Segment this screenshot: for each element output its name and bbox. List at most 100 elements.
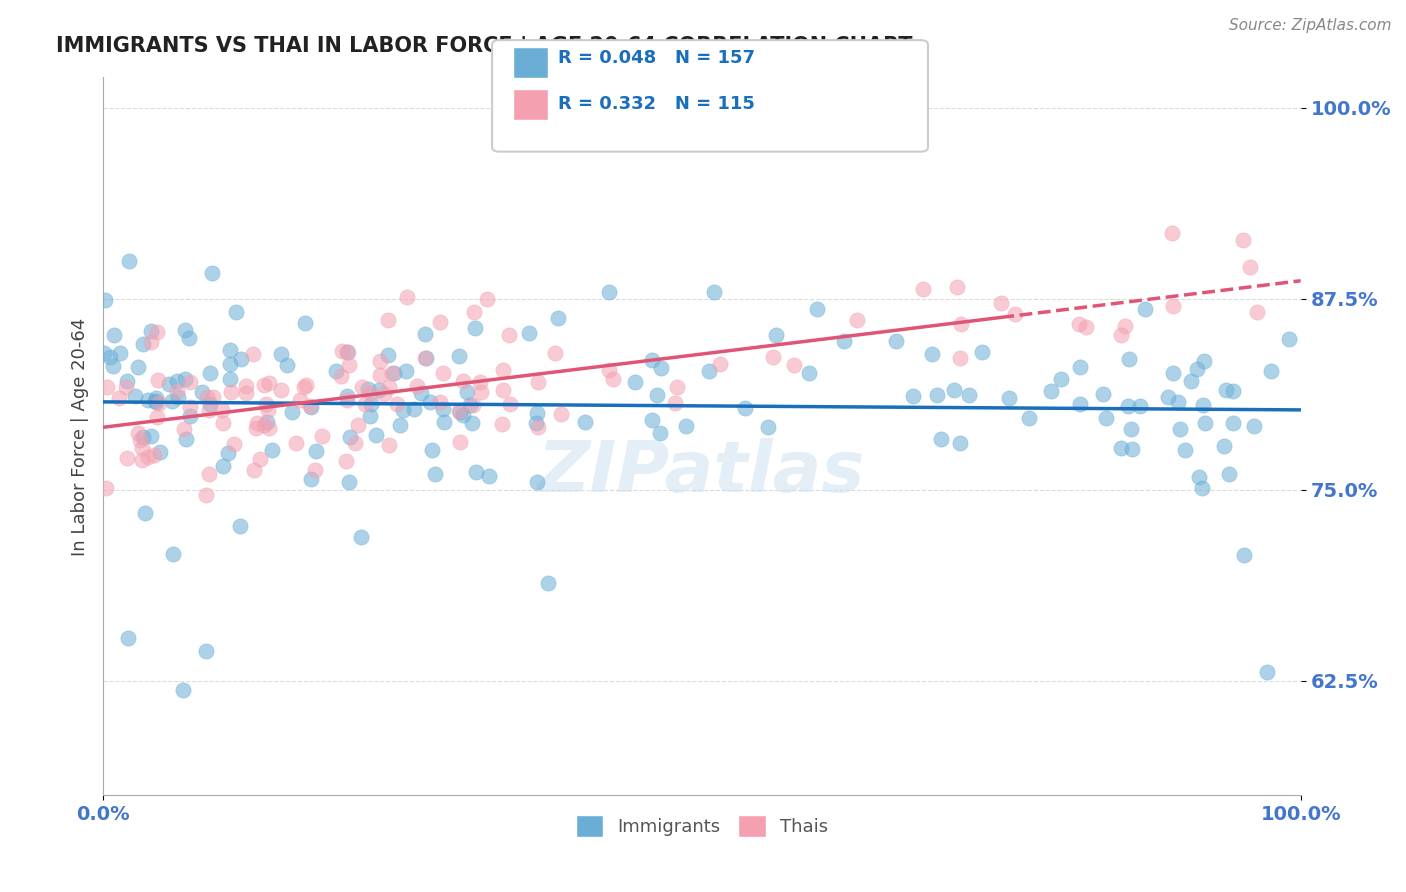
Point <box>1256 665 1278 679</box>
Point <box>368 368 391 383</box>
Point <box>526 475 548 490</box>
Point <box>415 351 437 366</box>
Point <box>641 352 664 367</box>
Point <box>598 363 620 377</box>
Point <box>142 448 165 462</box>
Point <box>243 463 266 477</box>
Point <box>143 394 166 409</box>
Point <box>350 530 373 544</box>
Point <box>382 367 405 381</box>
Point <box>447 404 470 418</box>
Point <box>1133 301 1156 316</box>
Point <box>997 391 1019 405</box>
Legend: Immigrants, Thais: Immigrants, Thais <box>568 807 835 844</box>
Point <box>468 375 491 389</box>
Point <box>305 443 328 458</box>
Point <box>235 378 257 392</box>
Point <box>526 420 548 434</box>
Point <box>1233 548 1256 562</box>
Point <box>298 399 321 413</box>
Point <box>411 386 433 401</box>
Point <box>1018 410 1040 425</box>
Point <box>235 386 257 401</box>
Point <box>675 419 697 434</box>
Point <box>357 382 380 396</box>
Point <box>464 321 486 335</box>
Point <box>492 383 515 397</box>
Point <box>253 417 276 432</box>
Point <box>1157 390 1180 404</box>
Point <box>260 443 283 458</box>
Text: R = 0.048   N = 157: R = 0.048 N = 157 <box>558 49 755 67</box>
Point <box>94 481 117 495</box>
Point <box>370 354 392 368</box>
Point <box>429 395 451 409</box>
Point <box>1109 441 1132 455</box>
Point <box>145 391 167 405</box>
Text: R = 0.332   N = 115: R = 0.332 N = 115 <box>558 95 755 113</box>
Point <box>176 433 198 447</box>
Point <box>157 376 180 391</box>
Point <box>339 430 361 444</box>
Point <box>127 360 149 375</box>
Point <box>136 450 159 465</box>
Point <box>1170 422 1192 436</box>
Point <box>1194 416 1216 430</box>
Point <box>103 328 125 343</box>
Point <box>179 375 201 389</box>
Point <box>254 397 277 411</box>
Point <box>1161 299 1184 313</box>
Point <box>167 390 190 404</box>
Point <box>756 420 779 434</box>
Point <box>194 488 217 502</box>
Point <box>709 357 731 371</box>
Point <box>145 395 167 409</box>
Point <box>304 463 326 477</box>
Point <box>198 367 221 381</box>
Point <box>299 471 322 485</box>
Point <box>527 376 550 390</box>
Point <box>491 417 513 431</box>
Point <box>884 334 907 349</box>
Point <box>359 409 381 424</box>
Point <box>389 418 412 433</box>
Point <box>117 631 139 645</box>
Point <box>543 346 565 360</box>
Point <box>664 396 686 410</box>
Point <box>360 396 382 410</box>
Point <box>1239 260 1261 275</box>
Point <box>174 372 197 386</box>
Point <box>465 465 488 479</box>
Point <box>1188 469 1211 483</box>
Point <box>179 409 201 423</box>
Point <box>256 415 278 429</box>
Point <box>162 547 184 561</box>
Point <box>218 357 240 371</box>
Point <box>1095 411 1118 425</box>
Point <box>115 380 138 394</box>
Point <box>177 331 200 345</box>
Point <box>432 402 454 417</box>
Point <box>131 430 153 444</box>
Point <box>368 383 391 397</box>
Point <box>219 343 242 358</box>
Point <box>1114 318 1136 333</box>
Point <box>190 385 212 400</box>
Point <box>449 405 471 419</box>
Point <box>537 576 560 591</box>
Point <box>202 390 225 404</box>
Point <box>1246 304 1268 318</box>
Point <box>463 304 485 318</box>
Point <box>141 429 163 443</box>
Point <box>451 409 474 423</box>
Point <box>832 334 855 349</box>
Point <box>734 401 756 415</box>
Point <box>377 380 399 394</box>
Point <box>325 364 347 378</box>
Point <box>242 347 264 361</box>
Point <box>257 403 280 417</box>
Point <box>921 347 943 361</box>
Point <box>598 285 620 299</box>
Point <box>218 372 240 386</box>
Point <box>413 351 436 365</box>
